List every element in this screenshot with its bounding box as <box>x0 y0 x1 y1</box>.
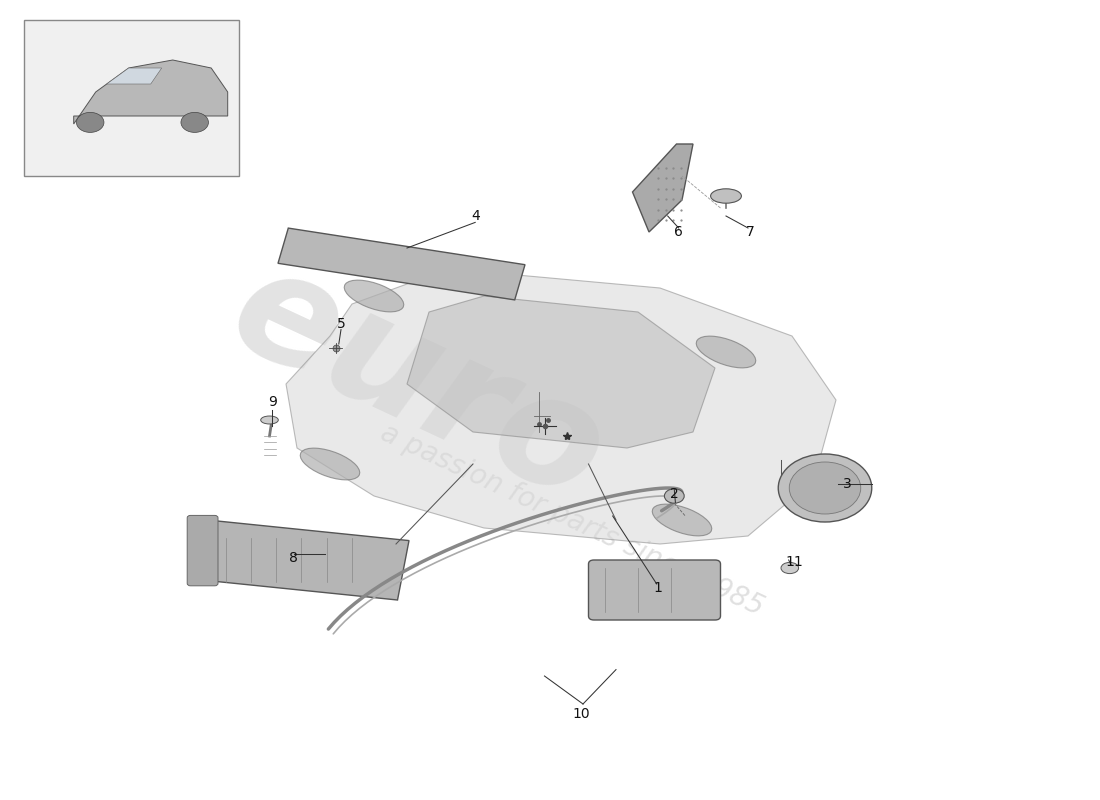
Text: 9: 9 <box>268 394 277 409</box>
Text: 1: 1 <box>653 581 662 595</box>
Polygon shape <box>107 68 162 84</box>
Ellipse shape <box>300 448 360 480</box>
Text: 3: 3 <box>843 477 851 491</box>
Ellipse shape <box>664 489 684 503</box>
Polygon shape <box>74 60 228 124</box>
Ellipse shape <box>779 454 871 522</box>
Ellipse shape <box>344 280 404 312</box>
Polygon shape <box>632 144 693 232</box>
FancyBboxPatch shape <box>588 560 720 620</box>
Ellipse shape <box>261 416 278 424</box>
Text: 7: 7 <box>746 225 755 239</box>
Text: 5: 5 <box>337 317 345 331</box>
Ellipse shape <box>180 112 209 132</box>
FancyBboxPatch shape <box>187 515 218 586</box>
Polygon shape <box>286 272 836 544</box>
Text: 2: 2 <box>670 487 679 502</box>
Polygon shape <box>278 228 525 300</box>
Text: 6: 6 <box>674 225 683 239</box>
Ellipse shape <box>711 189 741 203</box>
Text: 8: 8 <box>289 551 298 566</box>
Polygon shape <box>407 296 715 448</box>
Text: 4: 4 <box>471 209 480 223</box>
Text: 10: 10 <box>572 707 590 722</box>
Text: 11: 11 <box>785 554 803 569</box>
Bar <box>24 20 239 176</box>
Ellipse shape <box>781 562 799 574</box>
Ellipse shape <box>652 504 712 536</box>
Polygon shape <box>196 520 409 600</box>
Ellipse shape <box>696 336 756 368</box>
Text: euro: euro <box>209 234 627 534</box>
Ellipse shape <box>76 112 103 132</box>
Ellipse shape <box>790 462 860 514</box>
Text: a passion for parts since 1985: a passion for parts since 1985 <box>376 418 768 622</box>
